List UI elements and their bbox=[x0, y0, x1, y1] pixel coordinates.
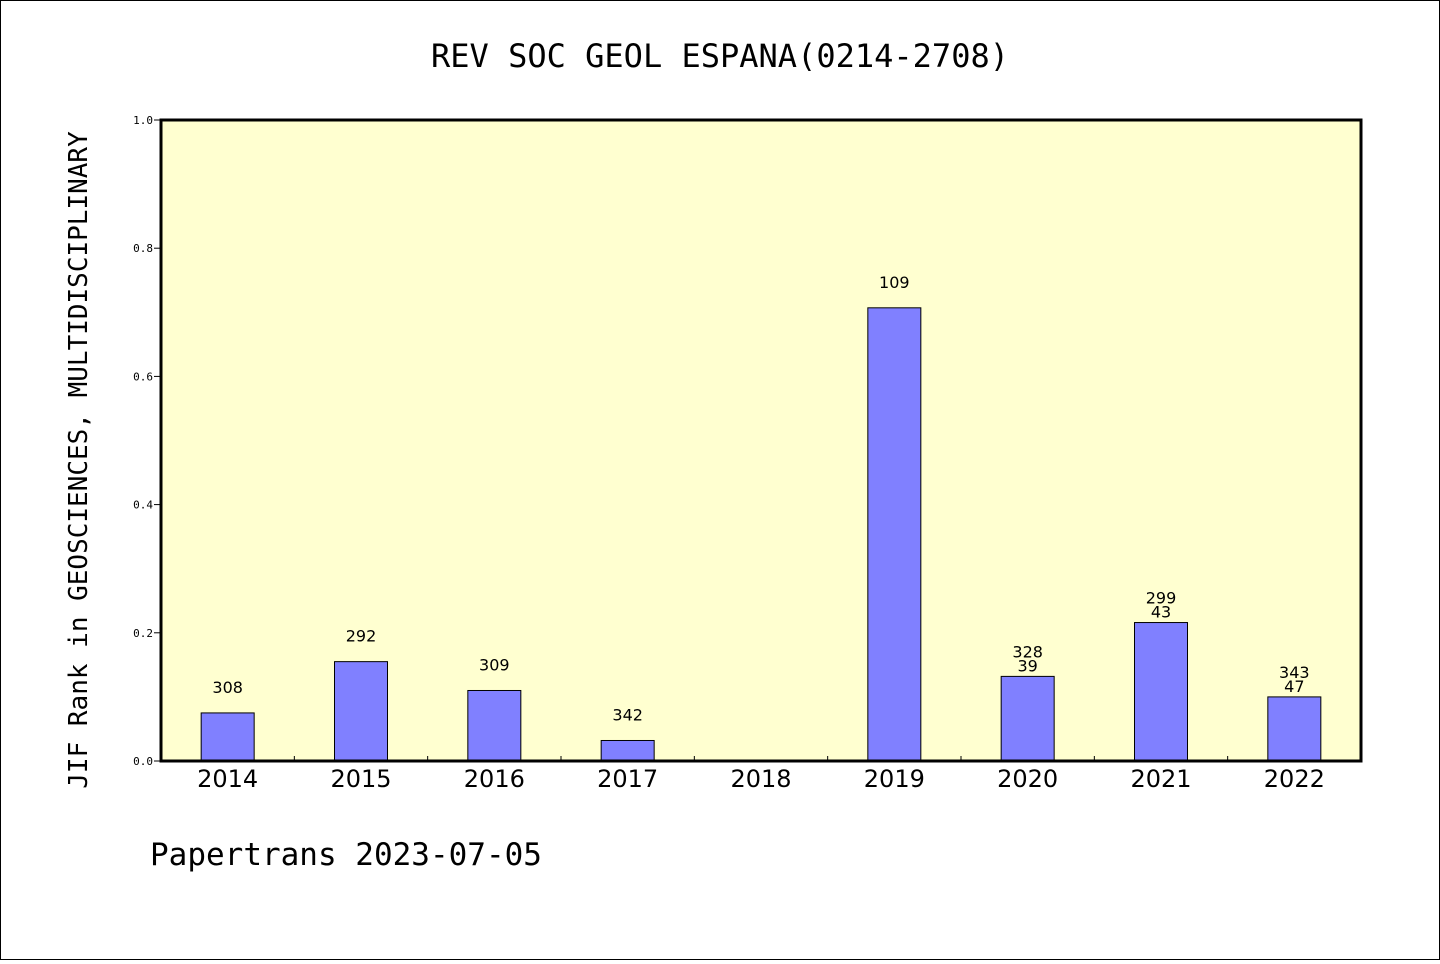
y-tick-label: 0.0 bbox=[133, 755, 153, 768]
bar-data-label: 299 bbox=[1146, 589, 1177, 608]
bar bbox=[1000, 675, 1055, 762]
chart-title: REV SOC GEOL ESPANA(0214-2708) bbox=[431, 37, 1009, 75]
x-tick-label: 2022 bbox=[1264, 765, 1325, 793]
x-tick-label: 2017 bbox=[597, 765, 658, 793]
bar-data-label: 39 bbox=[1017, 656, 1037, 675]
bar-data-label: 292 bbox=[346, 627, 377, 646]
bar bbox=[1134, 622, 1188, 762]
bar bbox=[1267, 696, 1322, 762]
x-tick-label: 2020 bbox=[997, 765, 1058, 793]
y-tick-label: 1.0 bbox=[133, 114, 153, 127]
x-tick-label: 2018 bbox=[730, 765, 791, 793]
bar bbox=[867, 307, 922, 762]
bar bbox=[467, 689, 522, 762]
x-tick-label: 2015 bbox=[330, 765, 391, 793]
bar-data-label: 309 bbox=[479, 655, 510, 674]
bar-data-label: 342 bbox=[612, 705, 643, 724]
y-tick-label: 0.4 bbox=[133, 499, 153, 512]
x-tick-label: 2014 bbox=[197, 765, 258, 793]
y-tick-label: 0.6 bbox=[133, 370, 153, 383]
bar bbox=[600, 739, 655, 762]
plot-border bbox=[159, 118, 1363, 763]
bar-data-label: 43 bbox=[1151, 603, 1171, 622]
bar-data-label: 109 bbox=[879, 273, 910, 292]
bar bbox=[334, 661, 388, 762]
y-tick-label: 0.2 bbox=[133, 627, 153, 640]
y-tick-label: 0.8 bbox=[133, 242, 153, 255]
x-tick-label: 2021 bbox=[1130, 765, 1191, 793]
y-axis-label: JIF Rank in GEOSCIENCES, MULTIDISCIPLINA… bbox=[64, 131, 94, 789]
bar bbox=[200, 712, 255, 762]
bar-data-label: 308 bbox=[212, 678, 243, 697]
bar-data-label: 47 bbox=[1284, 677, 1304, 696]
footer-credit: Papertrans 2023-07-05 bbox=[150, 837, 542, 873]
x-tick-label: 2016 bbox=[464, 765, 525, 793]
x-tick-label: 2019 bbox=[864, 765, 925, 793]
bar-data-label: 343 bbox=[1279, 663, 1310, 682]
bar-data-label: 328 bbox=[1012, 642, 1043, 661]
